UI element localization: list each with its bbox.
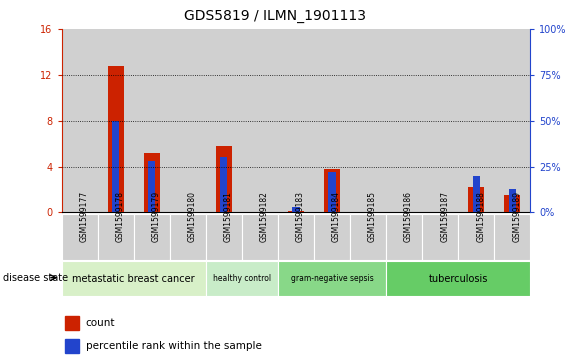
Bar <box>292 207 299 212</box>
Text: GSM1599189: GSM1599189 <box>512 191 522 242</box>
Bar <box>107 66 124 212</box>
Bar <box>473 176 480 212</box>
Bar <box>494 29 530 212</box>
Bar <box>504 195 520 212</box>
Text: GSM1599187: GSM1599187 <box>440 191 449 242</box>
Text: GSM1599186: GSM1599186 <box>404 191 413 242</box>
Text: gram-negative sepsis: gram-negative sepsis <box>291 274 373 283</box>
Bar <box>278 29 314 212</box>
Bar <box>216 146 232 212</box>
Bar <box>62 29 98 212</box>
Text: GSM1599184: GSM1599184 <box>332 191 341 242</box>
Bar <box>134 29 170 212</box>
Text: tuberculosis: tuberculosis <box>428 274 488 284</box>
Text: GDS5819 / ILMN_1901113: GDS5819 / ILMN_1901113 <box>185 9 366 23</box>
FancyBboxPatch shape <box>206 261 278 296</box>
FancyBboxPatch shape <box>494 214 530 260</box>
Bar <box>170 29 206 212</box>
Text: GSM1599183: GSM1599183 <box>296 191 305 242</box>
Bar <box>509 188 516 212</box>
FancyBboxPatch shape <box>458 214 494 260</box>
Bar <box>386 29 422 212</box>
Bar <box>324 169 340 212</box>
FancyBboxPatch shape <box>242 214 278 260</box>
Bar <box>112 121 119 212</box>
FancyBboxPatch shape <box>206 214 242 260</box>
Bar <box>144 153 160 212</box>
FancyBboxPatch shape <box>314 214 350 260</box>
FancyBboxPatch shape <box>278 214 314 260</box>
FancyBboxPatch shape <box>386 214 422 260</box>
Text: count: count <box>86 318 115 328</box>
FancyBboxPatch shape <box>170 214 206 260</box>
FancyBboxPatch shape <box>62 214 98 260</box>
Bar <box>206 29 242 212</box>
Text: healthy control: healthy control <box>213 274 271 283</box>
FancyBboxPatch shape <box>62 261 206 296</box>
Text: GSM1599180: GSM1599180 <box>188 191 197 242</box>
FancyBboxPatch shape <box>350 214 386 260</box>
Bar <box>328 172 336 212</box>
Bar <box>422 29 458 212</box>
FancyBboxPatch shape <box>98 214 134 260</box>
FancyBboxPatch shape <box>278 261 386 296</box>
FancyBboxPatch shape <box>422 214 458 260</box>
Bar <box>242 29 278 212</box>
Text: GSM1599182: GSM1599182 <box>260 191 269 242</box>
Bar <box>220 158 227 212</box>
Bar <box>148 161 155 212</box>
Text: GSM1599177: GSM1599177 <box>80 191 88 242</box>
Text: disease state: disease state <box>3 273 68 283</box>
Bar <box>350 29 386 212</box>
Text: GSM1599188: GSM1599188 <box>476 191 485 242</box>
Bar <box>288 211 304 212</box>
Bar <box>98 29 134 212</box>
FancyBboxPatch shape <box>134 214 170 260</box>
Bar <box>314 29 350 212</box>
Text: percentile rank within the sample: percentile rank within the sample <box>86 341 261 351</box>
Bar <box>458 29 494 212</box>
Bar <box>468 187 485 212</box>
Text: GSM1599178: GSM1599178 <box>115 191 125 242</box>
Bar <box>64 316 79 330</box>
Text: metastatic breast cancer: metastatic breast cancer <box>72 274 195 284</box>
Text: GSM1599181: GSM1599181 <box>224 191 233 242</box>
Bar <box>64 339 79 353</box>
Text: GSM1599179: GSM1599179 <box>152 191 161 242</box>
FancyBboxPatch shape <box>386 261 530 296</box>
Text: GSM1599185: GSM1599185 <box>368 191 377 242</box>
